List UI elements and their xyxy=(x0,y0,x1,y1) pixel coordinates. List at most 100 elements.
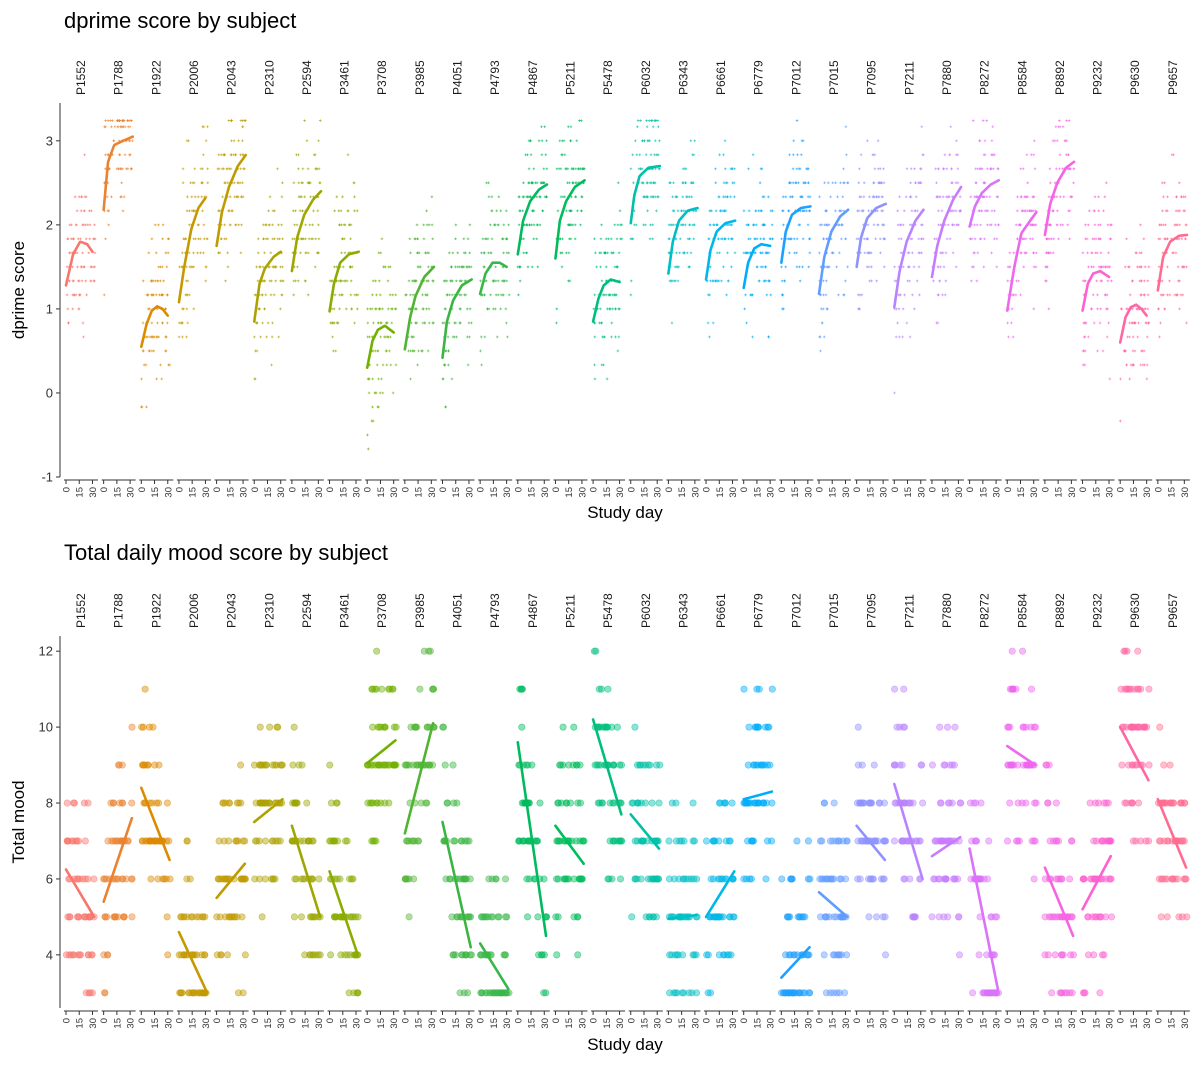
data-point xyxy=(518,279,522,283)
data-point xyxy=(1147,321,1150,325)
data-point xyxy=(1068,837,1076,845)
data-point xyxy=(309,195,312,199)
data-point xyxy=(492,875,500,883)
data-point xyxy=(1158,335,1161,339)
data-point xyxy=(761,195,765,199)
data-point xyxy=(306,167,310,171)
data-point xyxy=(1182,265,1185,269)
data-point xyxy=(936,321,940,325)
data-point xyxy=(79,237,82,241)
data-point xyxy=(1172,153,1175,157)
data-point xyxy=(388,349,391,353)
data-point xyxy=(906,279,910,283)
data-point xyxy=(269,293,273,297)
data-point xyxy=(1090,307,1093,311)
data-point xyxy=(1156,723,1164,731)
data-point xyxy=(940,209,944,213)
data-point xyxy=(897,237,901,241)
data-point xyxy=(483,335,487,339)
facet-label-p2006: P2006 xyxy=(187,593,201,628)
data-point xyxy=(1110,279,1113,283)
data-point xyxy=(66,237,70,241)
data-point xyxy=(1139,279,1143,283)
data-point xyxy=(1084,237,1087,241)
data-point xyxy=(545,167,549,171)
data-point xyxy=(201,153,205,157)
x-tick-label: 15 xyxy=(414,1018,425,1029)
data-point xyxy=(651,237,655,241)
data-point xyxy=(1006,279,1010,283)
data-point xyxy=(1106,223,1110,227)
x-tick-label: 30 xyxy=(954,487,965,498)
data-point xyxy=(708,265,712,269)
data-point xyxy=(554,799,562,807)
data-point xyxy=(521,195,525,199)
data-point xyxy=(502,989,510,997)
data-point xyxy=(126,125,130,129)
data-point xyxy=(181,167,185,171)
data-point xyxy=(1082,335,1086,339)
data-point xyxy=(729,223,733,227)
data-point xyxy=(545,139,548,143)
data-point xyxy=(67,321,70,325)
data-point xyxy=(460,279,464,283)
data-point xyxy=(840,237,843,241)
data-point xyxy=(636,119,640,122)
data-point xyxy=(576,875,584,883)
data-point xyxy=(1021,237,1025,241)
data-point xyxy=(186,279,190,283)
data-point xyxy=(1056,989,1064,997)
data-point xyxy=(107,209,111,213)
data-point xyxy=(518,685,526,693)
data-point xyxy=(689,799,697,807)
data-point xyxy=(371,279,375,283)
data-point xyxy=(370,307,374,311)
trend-line-p1788 xyxy=(102,135,135,212)
data-point xyxy=(1107,321,1110,325)
data-point xyxy=(936,265,940,269)
x-tick-label: 15 xyxy=(527,487,538,498)
facet-label-p4793: P4793 xyxy=(488,593,502,628)
data-point xyxy=(160,377,164,381)
data-point xyxy=(670,321,674,325)
data-point xyxy=(646,139,649,143)
data-point xyxy=(600,223,603,227)
data-point xyxy=(379,335,383,339)
data-point xyxy=(430,223,434,227)
data-point xyxy=(1049,223,1052,227)
data-point xyxy=(465,307,469,311)
trend-line-p9232 xyxy=(1081,269,1111,312)
x-tick-label: 15 xyxy=(150,487,161,498)
data-point xyxy=(938,195,942,199)
data-point xyxy=(109,119,112,122)
data-point xyxy=(872,181,876,185)
data-point xyxy=(416,363,419,367)
data-point xyxy=(1176,265,1180,269)
data-point xyxy=(566,181,569,185)
data-point xyxy=(448,293,452,297)
facet-label-p5478: P5478 xyxy=(601,60,615,95)
data-point xyxy=(788,153,791,157)
data-point xyxy=(374,279,377,283)
data-point xyxy=(162,279,165,283)
data-point xyxy=(952,209,956,213)
x-tick-label: 0 xyxy=(1003,1018,1014,1023)
data-point xyxy=(177,335,181,339)
data-point xyxy=(604,685,612,693)
data-point xyxy=(665,875,673,883)
data-point xyxy=(973,223,976,227)
data-point xyxy=(759,167,763,171)
data-point xyxy=(1184,237,1187,241)
data-point xyxy=(1028,237,1032,241)
data-point xyxy=(955,951,963,959)
data-point xyxy=(620,223,624,227)
data-point xyxy=(202,251,205,255)
x-tick-label: 30 xyxy=(1105,487,1116,498)
x-tick-label: 15 xyxy=(790,487,801,498)
data-point xyxy=(825,209,828,213)
data-point xyxy=(103,125,106,129)
data-point xyxy=(819,293,823,297)
data-point xyxy=(755,723,763,731)
data-point xyxy=(67,279,71,283)
data-point xyxy=(423,799,431,807)
